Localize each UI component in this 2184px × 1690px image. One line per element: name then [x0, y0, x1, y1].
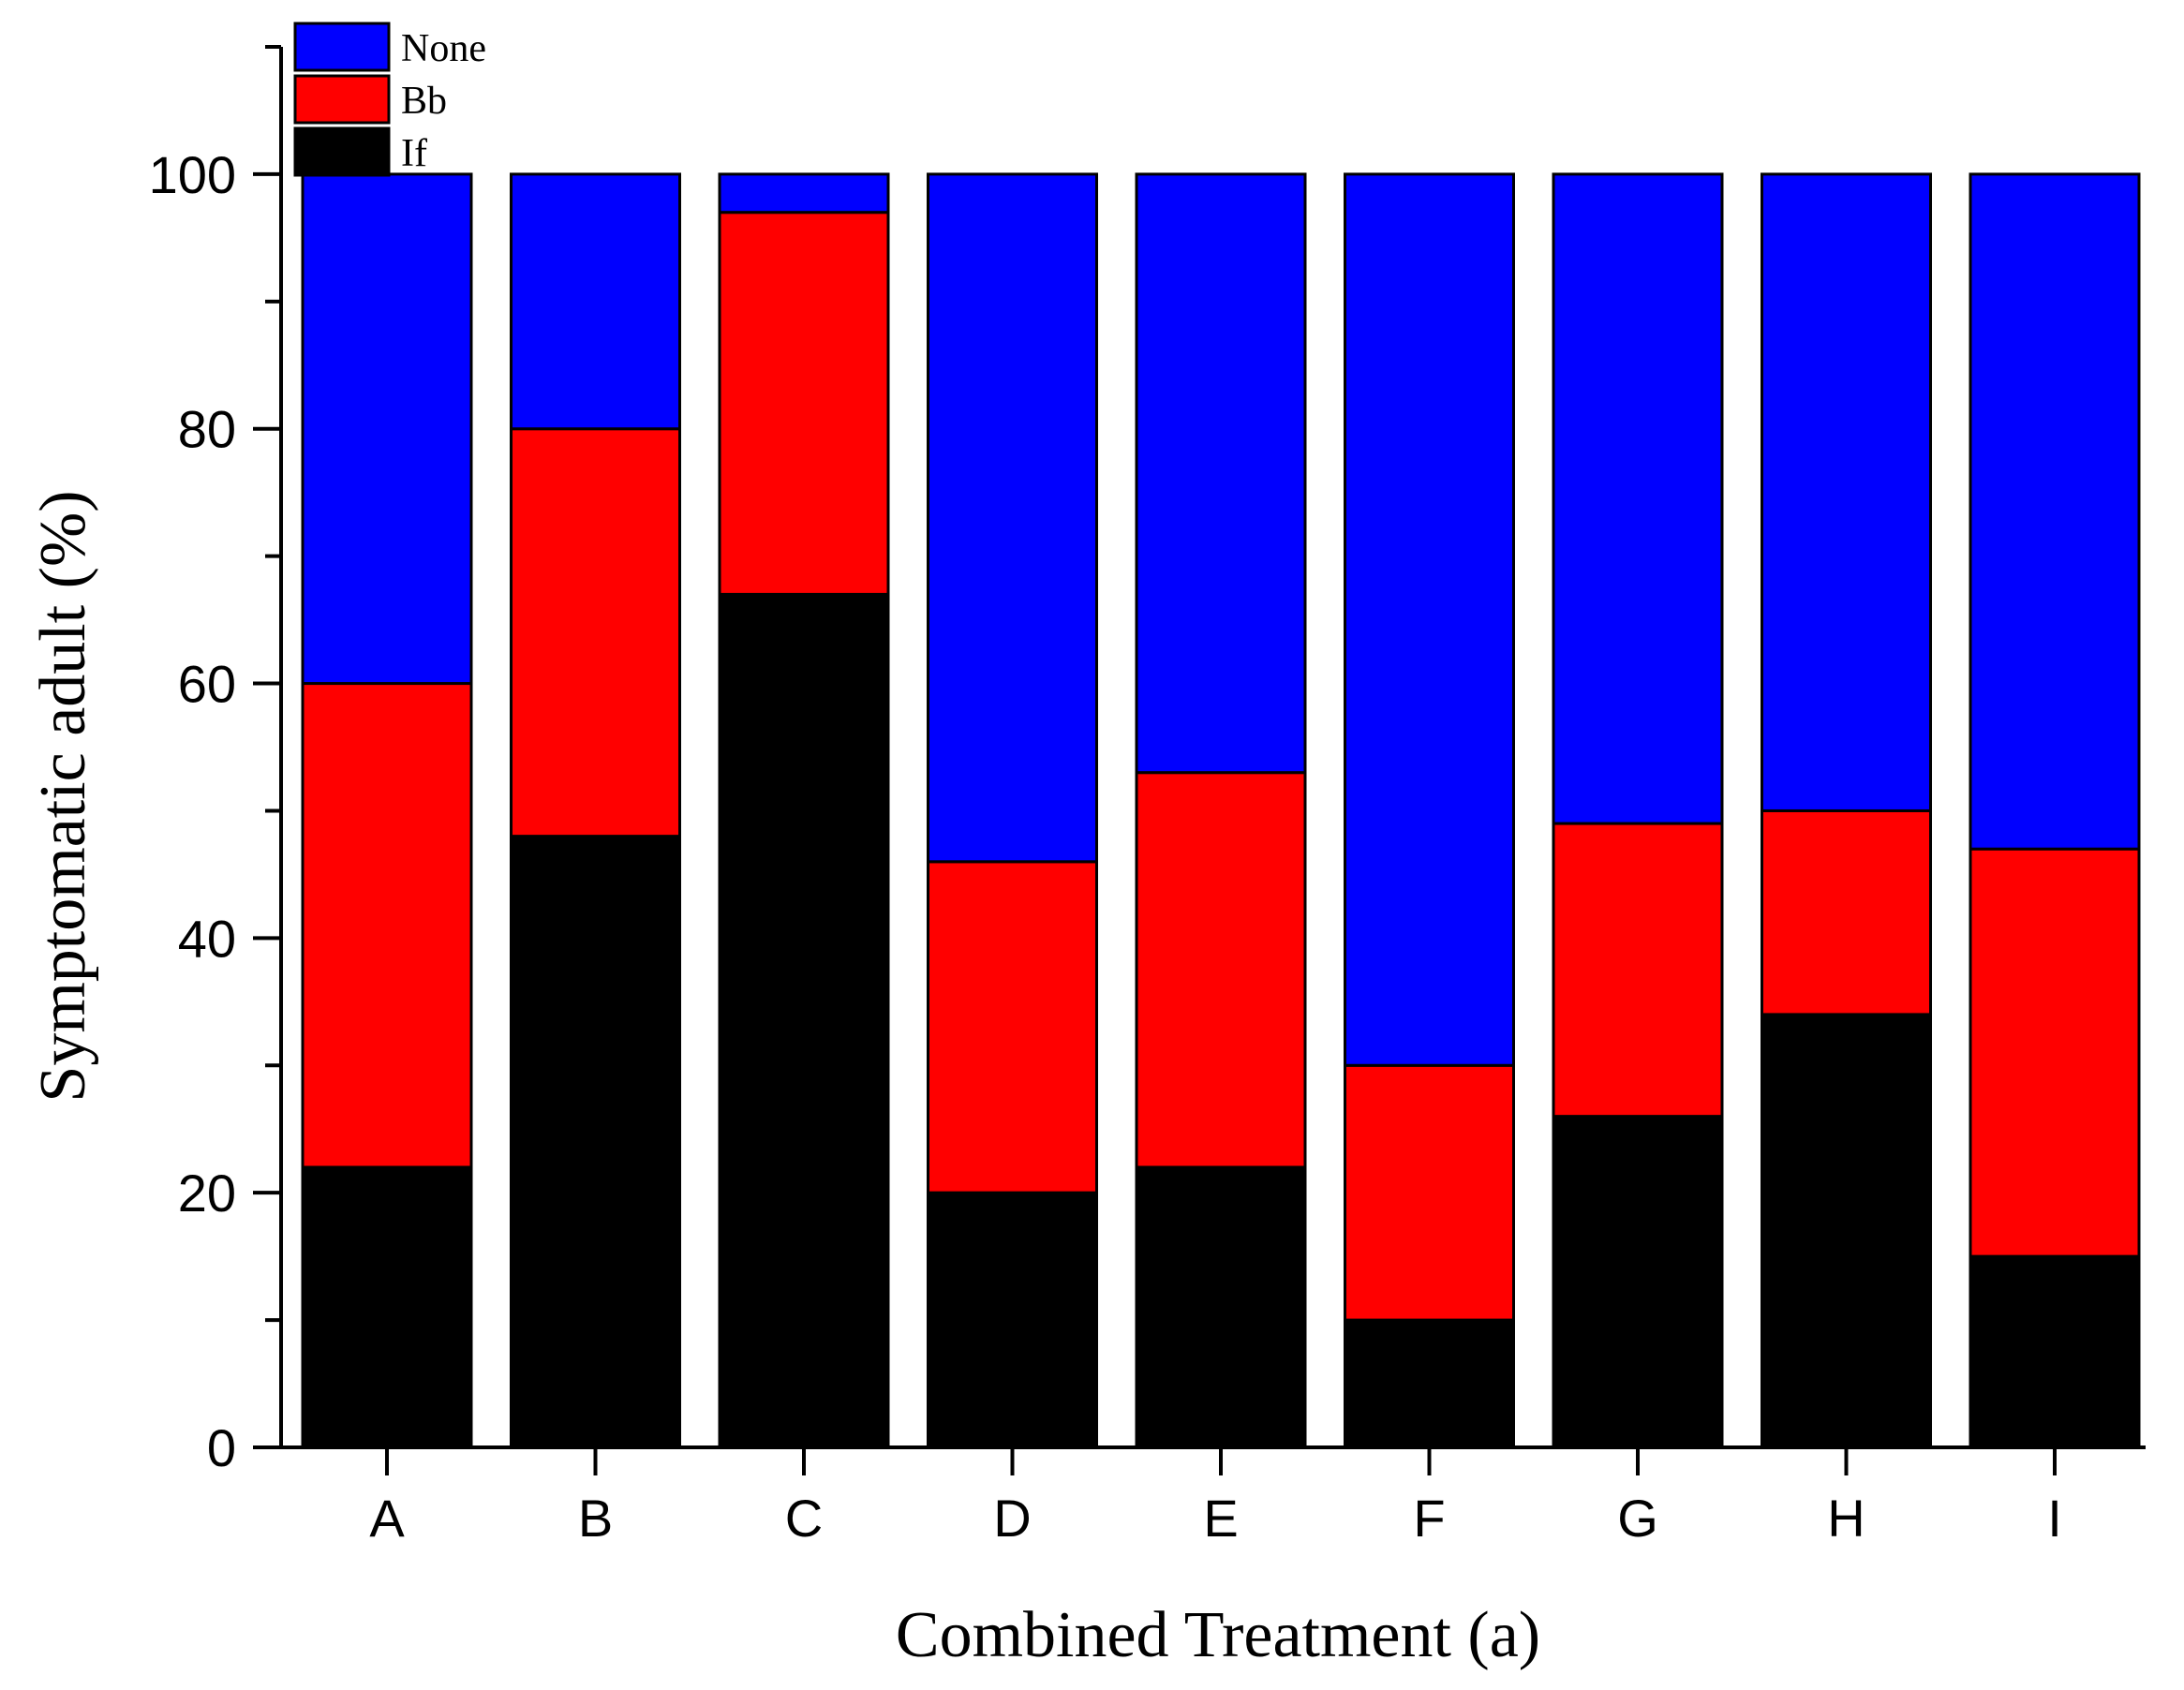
legend-swatch-bb [293, 74, 391, 125]
legend-label-bb: Bb [401, 80, 447, 123]
x-tick-label: H [1827, 1489, 1865, 1548]
bar-C-bb [718, 211, 890, 596]
legend-label-if: If [401, 132, 427, 175]
x-tick-label: A [369, 1489, 405, 1548]
x-tick-label: D [993, 1489, 1031, 1548]
bar-G-if [1552, 1115, 1724, 1449]
bar-H-if [1761, 1013, 1932, 1449]
bars-layer [301, 172, 2141, 1449]
x-tick-label: E [1203, 1489, 1238, 1548]
axes-layer: 0 20 40 60 80 100 A B C D E F G H I [149, 45, 2146, 1548]
bar-D-if [927, 1191, 1098, 1449]
legend: None Bb If [293, 22, 486, 177]
bar-A-if [301, 1165, 473, 1449]
x-tick-label: F [1413, 1489, 1445, 1548]
bar-A-bb [301, 682, 473, 1169]
bar-G-bb [1552, 822, 1724, 1119]
x-axis-title: Combined Treatment (a) [896, 1599, 1540, 1671]
bar-C-if [718, 592, 890, 1449]
bar-B-none [510, 172, 681, 431]
bar-I-none [1969, 172, 2141, 851]
legend-swatch-none [293, 22, 391, 72]
bar-F-bb [1344, 1063, 1515, 1322]
x-tick-label: G [1617, 1489, 1658, 1548]
bar-E-none [1135, 172, 1307, 775]
bar-D-none [927, 172, 1098, 864]
bar-H-none [1761, 172, 1932, 812]
y-tick-label: 60 [178, 655, 236, 714]
bar-I-if [1969, 1254, 2141, 1449]
x-tick-label: I [2047, 1489, 2062, 1548]
y-tick-label: 100 [149, 145, 236, 204]
bar-E-if [1135, 1165, 1307, 1449]
x-tick-label: C [785, 1489, 823, 1548]
bar-B-if [510, 835, 681, 1449]
bar-C-none [718, 172, 890, 215]
bar-E-bb [1135, 771, 1307, 1169]
y-tick-label: 80 [178, 400, 236, 459]
y-tick-label: 20 [178, 1164, 236, 1223]
legend-label-none: None [401, 27, 486, 70]
y-tick-label: 40 [178, 909, 236, 968]
bar-F-none [1344, 172, 1515, 1067]
y-tick-label: 0 [207, 1418, 236, 1477]
bar-F-if [1344, 1318, 1515, 1449]
bar-G-none [1552, 172, 1724, 825]
bar-I-bb [1969, 847, 2141, 1258]
legend-swatch-if [293, 126, 391, 177]
x-tick-label: B [578, 1489, 613, 1548]
y-axis-title: Symptomatic adult (%) [27, 490, 99, 1102]
bar-D-bb [927, 860, 1098, 1194]
bar-A-none [301, 172, 473, 686]
bar-H-bb [1761, 808, 1932, 1016]
bar-B-bb [510, 427, 681, 838]
